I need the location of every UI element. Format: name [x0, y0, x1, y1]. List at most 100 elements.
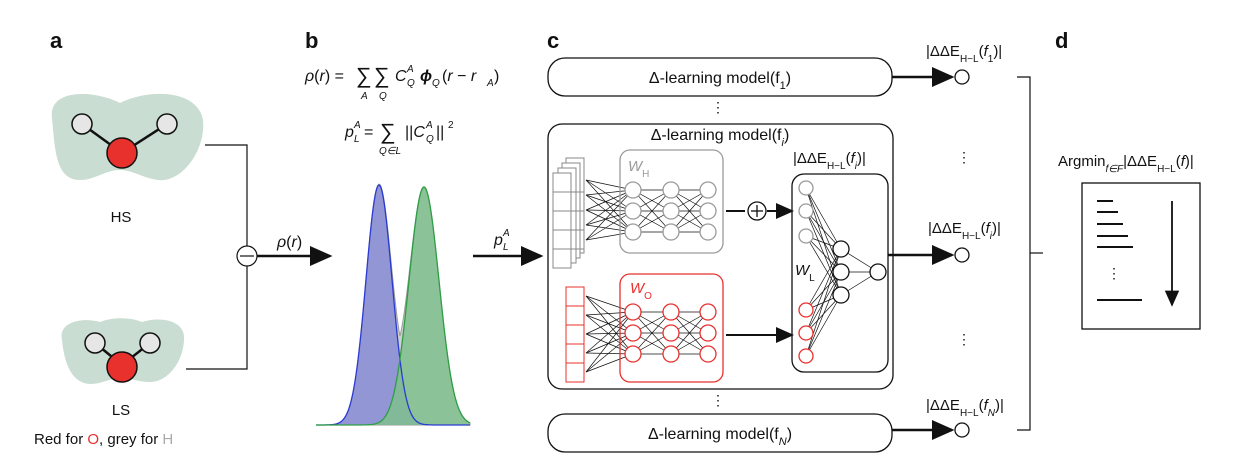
svg-text:A: A	[486, 78, 494, 89]
svg-text:Q: Q	[379, 91, 387, 102]
network-node	[624, 181, 642, 199]
hs-molecule	[51, 93, 204, 181]
panel-label-c: c	[547, 28, 559, 53]
model-label-f1: Δ-learning model(f1)	[649, 70, 791, 92]
svg-text:L: L	[354, 134, 360, 145]
combiner-network	[798, 180, 887, 364]
output-label-f1: |ΔΔEH−L(f1)|	[926, 43, 1002, 65]
output-label-fN: |ΔΔEH−L(fN)|	[926, 397, 1004, 419]
network-node	[624, 202, 642, 220]
w-l-label: WL	[795, 262, 815, 284]
network-node	[662, 181, 680, 199]
vdots-ranking: ⋮	[1107, 265, 1121, 281]
hydrogen-descriptor-stack	[552, 157, 585, 269]
network-node	[798, 302, 814, 318]
combiner-network-box	[791, 173, 889, 373]
argmin-label: Argminf∈F|ΔΔEH−L(f)|	[1058, 153, 1194, 175]
network-node	[662, 324, 680, 342]
svg-text:): )	[494, 68, 499, 85]
green-density-area	[316, 187, 470, 425]
power-spectrum-equation: p A L = ∑ Q∈L ||C A Q || 2	[344, 119, 454, 157]
network-node	[699, 223, 717, 241]
blue-density-line	[316, 184, 470, 426]
svg-text:A: A	[425, 120, 433, 131]
ranking-bars	[1097, 200, 1142, 301]
panel-label-d: d	[1055, 28, 1068, 53]
color-legend: Red for O, grey for H	[34, 431, 173, 448]
svg-text:∑: ∑	[356, 63, 372, 88]
w-o-label: WO	[630, 280, 652, 302]
svg-text:ρ(r) =: ρ(r) =	[304, 68, 344, 85]
svg-text:ϕ: ϕ	[420, 68, 432, 85]
network-node	[832, 240, 850, 258]
network-node	[699, 303, 717, 321]
ranking-box	[1081, 182, 1201, 330]
network-node	[798, 180, 814, 196]
pL-arrow-label: p A L	[493, 228, 510, 253]
network-node	[662, 345, 680, 363]
hs-label: HS	[111, 209, 132, 226]
model-label-fN: Δ-learning model(fN)	[648, 426, 792, 448]
svg-text:2: 2	[448, 120, 454, 131]
svg-text:A: A	[360, 91, 368, 102]
network-node	[624, 324, 642, 342]
network-node	[832, 263, 850, 281]
hydrogen-network	[585, 179, 717, 241]
network-node	[832, 286, 850, 304]
density-equation: ρ(r) = ∑ A ∑ Q C A Q ϕ Q (r − r A )	[304, 63, 499, 102]
model-box-fN[interactable]	[547, 413, 893, 453]
outputs	[888, 67, 970, 440]
network-node	[798, 228, 814, 244]
svg-text:Q: Q	[432, 78, 440, 89]
svg-text:A: A	[353, 120, 361, 131]
network-node	[798, 325, 814, 341]
svg-text:p: p	[344, 124, 354, 141]
ls-label: LS	[112, 402, 130, 419]
network-node	[699, 181, 717, 199]
svg-text:L: L	[503, 242, 509, 253]
green-density-line	[316, 186, 471, 426]
network-node	[699, 345, 717, 363]
svg-text:A: A	[502, 228, 510, 239]
w-h-label: WH	[628, 158, 649, 180]
network-node	[869, 263, 887, 281]
hydrogen-network-box	[619, 149, 724, 254]
output-bracket	[1017, 76, 1043, 431]
svg-text:p: p	[493, 232, 503, 249]
panel-label-a: a	[50, 28, 63, 53]
svg-text:(r − r: (r − r	[442, 68, 477, 85]
svg-text:=: =	[364, 124, 373, 141]
network-node	[662, 223, 680, 241]
vdots-top: ⋮	[711, 99, 725, 115]
svg-text:Q: Q	[426, 134, 434, 145]
svg-text:C: C	[395, 68, 407, 85]
vdots-outputs-lower: ⋮	[957, 331, 971, 347]
svg-text:A: A	[406, 64, 414, 75]
svg-text:Q∈L: Q∈L	[379, 146, 401, 157]
svg-text:Q: Q	[407, 78, 415, 89]
difference-connector	[186, 144, 258, 370]
svg-text:∑: ∑	[380, 119, 396, 144]
blue-density-area	[316, 185, 470, 425]
output-label-fi: |ΔΔEH−L(fi)|	[928, 220, 1001, 242]
svg-text:||C: ||C	[405, 124, 425, 141]
network-node	[662, 303, 680, 321]
ls-molecule	[61, 318, 185, 384]
network-node	[624, 223, 642, 241]
svg-text:∑: ∑	[374, 63, 390, 88]
network-node	[798, 203, 814, 219]
network-node	[624, 303, 642, 321]
network-node	[662, 202, 680, 220]
panel-label-b: b	[305, 28, 318, 53]
model-label-fi: Δ-learning model(fi)	[651, 127, 790, 149]
oxygen-network	[585, 295, 717, 373]
oxygen-network-box	[619, 273, 724, 383]
svg-text:||: ||	[436, 124, 444, 141]
network-diagrams	[585, 179, 887, 373]
vdots-bottom: ⋮	[711, 392, 725, 408]
oxygen-descriptor-stack	[565, 286, 585, 383]
rho-arrow-label: ρ(r)	[276, 234, 302, 251]
network-node	[699, 324, 717, 342]
inner-output-label: |ΔΔEH−L(fi)|	[793, 150, 866, 172]
